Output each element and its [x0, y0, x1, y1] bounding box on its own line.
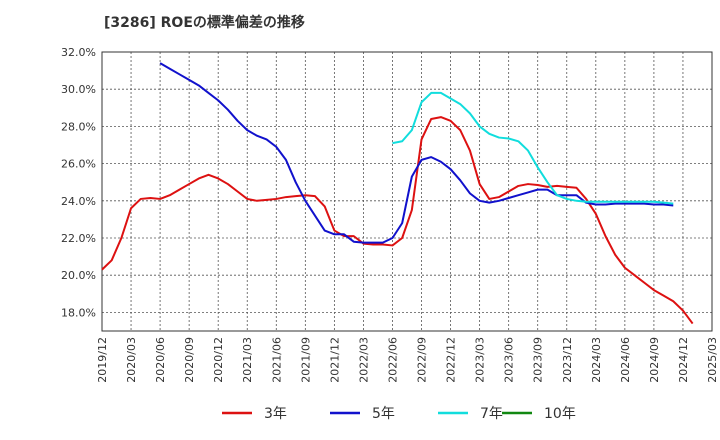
series-line-7年 — [392, 91, 674, 205]
y-tick-label: 32.0% — [61, 46, 96, 59]
y-tick-label: 26.0% — [61, 158, 96, 171]
x-tick-label: 2024/12 — [677, 337, 690, 383]
x-tick-label: 2023/06 — [503, 337, 516, 383]
x-tick-label: 2025/03 — [706, 337, 719, 383]
series-line-5年 — [159, 62, 674, 244]
x-tick-label: 2022/03 — [357, 337, 370, 383]
y-tick-label: 18.0% — [61, 306, 96, 319]
y-tick-label: 22.0% — [61, 232, 96, 245]
y-tick-label: 28.0% — [61, 120, 96, 133]
legend: 3年 5年 7年 10年 — [222, 406, 576, 422]
chart-title: [3286] ROEの標準偏差の推移 — [104, 15, 305, 31]
x-tick-label: 2021/09 — [299, 337, 312, 383]
x-tick-label: 2022/09 — [416, 337, 429, 383]
x-tick-label: 2020/06 — [154, 337, 167, 383]
legend-label: 3年 — [264, 406, 287, 422]
x-tick-label: 2022/06 — [386, 337, 399, 383]
plot-area — [102, 52, 712, 331]
x-tick-label: 2024/03 — [590, 337, 603, 383]
x-tick-label: 2020/09 — [183, 337, 196, 383]
y-tick-label: 24.0% — [61, 195, 96, 208]
x-tick-label: 2020/12 — [212, 337, 225, 383]
x-tick-label: 2021/06 — [270, 337, 283, 383]
x-tick-label: 2019/12 — [96, 337, 109, 383]
x-tick-label: 2021/03 — [241, 337, 254, 383]
x-tick-label: 2021/12 — [328, 337, 341, 383]
y-tick-label: 20.0% — [61, 269, 96, 282]
x-tick-label: 2023/12 — [561, 337, 574, 383]
legend-label: 7年 — [480, 406, 503, 422]
x-tick-label: 2024/06 — [619, 337, 632, 383]
series-line-3年 — [101, 116, 694, 325]
vertical-grid — [130, 52, 684, 331]
legend-label: 10年 — [544, 406, 576, 422]
y-tick-label: 30.0% — [61, 83, 96, 96]
x-tick-label: 2022/12 — [445, 337, 458, 383]
x-tick-label: 2023/09 — [532, 337, 545, 383]
x-tick-label: 2023/03 — [474, 337, 487, 383]
x-tick-label: 2024/09 — [648, 337, 661, 383]
plot-border — [101, 51, 713, 332]
legend-label: 5年 — [372, 406, 395, 422]
x-tick-label: 2020/03 — [125, 337, 138, 383]
